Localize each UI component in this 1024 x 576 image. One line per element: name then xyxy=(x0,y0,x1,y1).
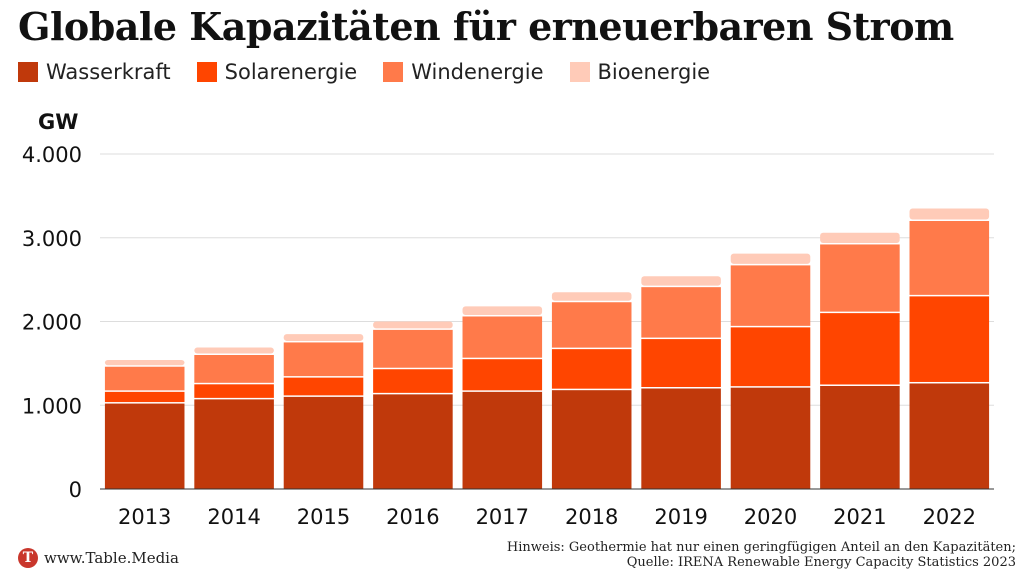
bar-segment-bioenergie-2018 xyxy=(551,292,632,301)
x-tick-label: 2016 xyxy=(386,505,439,529)
x-tick-label: 2019 xyxy=(654,505,707,529)
x-tick-label: 2020 xyxy=(744,505,797,529)
bar-segment-windenergie-2016 xyxy=(373,329,453,368)
bar-segment-windenergie-2019 xyxy=(641,287,721,338)
bar-segment-solarenergie-2022 xyxy=(909,296,990,382)
bar-segment-bioenergie-2017 xyxy=(462,306,543,315)
bar-segment-wasserkraft-2020 xyxy=(730,387,811,489)
bar-segment-solarenergie-2017 xyxy=(462,359,543,391)
x-tick-label: 2022 xyxy=(923,505,976,529)
bar-segment-windenergie-2013 xyxy=(104,366,185,391)
legend-swatch-windenergie xyxy=(383,62,404,82)
legend-swatch-solarenergie xyxy=(196,62,217,82)
bar-segment-wasserkraft-2013 xyxy=(104,403,185,489)
x-tick-label: 2017 xyxy=(476,505,529,529)
bar-segment-solarenergie-2014 xyxy=(194,384,274,398)
bar-segment-solarenergie-2020 xyxy=(730,327,811,387)
bar-segment-bioenergie-2014 xyxy=(194,347,274,354)
x-tick-label: 2018 xyxy=(565,505,618,529)
x-tick-label: 2015 xyxy=(297,505,350,529)
bar-segment-wasserkraft-2019 xyxy=(641,388,721,489)
bar-segment-bioenergie-2016 xyxy=(373,321,453,329)
bar-segment-wasserkraft-2022 xyxy=(909,383,990,489)
bar-segment-windenergie-2021 xyxy=(820,244,900,312)
footer-site-text: www.Table.Media xyxy=(44,549,179,567)
bar-segment-solarenergie-2013 xyxy=(104,391,185,403)
legend-item-wasserkraft: Wasserkraft xyxy=(18,60,171,84)
x-tick-label: 2021 xyxy=(833,505,886,529)
bar-segment-solarenergie-2015 xyxy=(283,377,364,396)
chart-title: Globale Kapazitäten für erneuerbaren Str… xyxy=(18,4,954,49)
y-tick-label: 2.000 xyxy=(22,311,82,335)
chart-legend: Wasserkraft Solarenergie Windenergie Bio… xyxy=(18,60,736,84)
y-tick-label: 0 xyxy=(69,478,82,502)
legend-label-solarenergie: Solarenergie xyxy=(224,60,358,84)
footer-note-line-1: Hinweis: Geothermie hat nur einen gering… xyxy=(506,540,1016,555)
bar-segment-solarenergie-2016 xyxy=(373,369,453,393)
y-tick-label: 1.000 xyxy=(22,394,82,418)
bar-segment-wasserkraft-2021 xyxy=(820,385,900,489)
legend-label-windenergie: Windenergie xyxy=(411,60,544,84)
footer-note-line-2: Quelle: IRENA Renewable Energy Capacity … xyxy=(626,555,1016,570)
bar-segment-wasserkraft-2015 xyxy=(283,396,364,489)
bar-segment-wasserkraft-2014 xyxy=(194,399,274,489)
y-axis-unit-label: GW xyxy=(38,110,79,134)
bar-segment-windenergie-2014 xyxy=(194,355,274,383)
bar-segment-bioenergie-2022 xyxy=(909,208,990,220)
bar-segment-windenergie-2017 xyxy=(462,316,543,358)
table-media-logo-icon: T xyxy=(18,548,38,568)
bar-segment-wasserkraft-2017 xyxy=(462,391,543,489)
legend-item-bioenergie: Bioenergie xyxy=(569,60,711,84)
y-tick-label: 3.000 xyxy=(22,227,82,251)
bar-segment-bioenergie-2021 xyxy=(820,232,900,243)
x-tick-label: 2014 xyxy=(207,505,260,529)
bar-segment-windenergie-2015 xyxy=(283,342,364,377)
footer-logo: T www.Table.Media xyxy=(18,548,179,568)
bar-segment-bioenergie-2015 xyxy=(283,334,364,341)
bar-segment-solarenergie-2021 xyxy=(820,313,900,385)
x-tick-label: 2013 xyxy=(118,505,171,529)
legend-swatch-bioenergie xyxy=(569,62,590,82)
bar-segment-solarenergie-2019 xyxy=(641,339,721,387)
bar-segment-windenergie-2022 xyxy=(909,221,990,295)
legend-label-bioenergie: Bioenergie xyxy=(597,60,711,84)
legend-swatch-wasserkraft xyxy=(18,62,38,82)
bar-segment-solarenergie-2018 xyxy=(551,349,632,389)
footer-source-note: Hinweis: Geothermie hat nur einen gering… xyxy=(507,540,1016,570)
bar-segment-wasserkraft-2018 xyxy=(551,390,632,489)
bar-segment-windenergie-2018 xyxy=(551,302,632,348)
y-tick-label: 4.000 xyxy=(22,143,82,167)
legend-item-solarenergie: Solarenergie xyxy=(196,60,358,84)
bar-segment-bioenergie-2013 xyxy=(104,360,185,366)
bar-segment-windenergie-2020 xyxy=(730,265,811,326)
legend-item-windenergie: Windenergie xyxy=(383,60,544,84)
bar-segment-bioenergie-2019 xyxy=(641,276,721,286)
bar-segment-wasserkraft-2016 xyxy=(373,394,453,489)
legend-label-wasserkraft: Wasserkraft xyxy=(46,60,171,84)
bar-segment-bioenergie-2020 xyxy=(730,253,811,264)
